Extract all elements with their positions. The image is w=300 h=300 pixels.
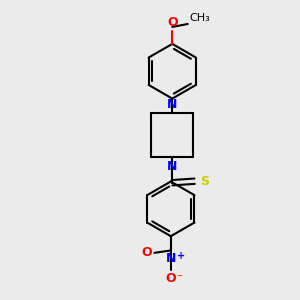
Text: +: + (177, 251, 185, 261)
Text: O: O (142, 246, 152, 259)
Text: S: S (200, 175, 209, 188)
Text: O: O (167, 16, 178, 29)
Text: N: N (167, 160, 178, 172)
Text: ⁻: ⁻ (176, 273, 182, 283)
Text: O: O (166, 272, 176, 285)
Text: CH₃: CH₃ (189, 13, 210, 23)
Text: N: N (167, 98, 178, 111)
Text: N: N (166, 252, 176, 265)
